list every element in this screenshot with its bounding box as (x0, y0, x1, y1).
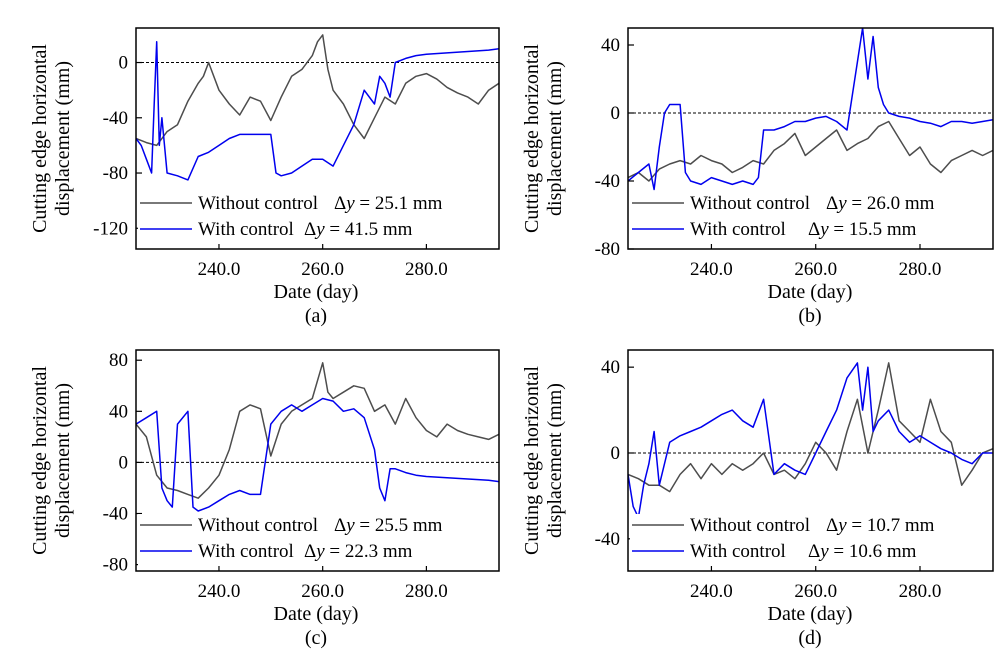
chart-panel-a: 240.0 260.0 280.0 -120 -80 -40 0 Date (day)(a) C… (29, 27, 500, 327)
chart-panel-d: 240.0 260.0 280.0 -40 0 40 Date (day)(d) Cuttin… (521, 349, 994, 649)
y-tick-label: -120 (93, 218, 128, 239)
legend-label: With control (690, 219, 786, 240)
y-axis-label-line2: displacement (mm) (52, 383, 74, 538)
y-tick-label: 0 (611, 443, 621, 464)
x-axis-label: Date (day) (768, 603, 853, 625)
y-tick-label: -40 (103, 108, 128, 129)
y-tick-label: -40 (103, 504, 128, 525)
y-tick-label: 0 (119, 53, 129, 74)
x-tick-label: 240.0 (690, 581, 733, 602)
legend-label: With control (198, 541, 294, 562)
delta-label: Δy = 41.5 mm (304, 219, 413, 240)
series-without-control-line (136, 362, 499, 499)
y-tick-label: 40 (601, 35, 620, 56)
y-axis-label-line1: Cutting edge horizontal (29, 366, 51, 555)
series-without-control-line (628, 120, 993, 182)
y-axis-label-line2: displacement (mm) (52, 61, 74, 216)
y-tick-label: -40 (595, 529, 620, 550)
delta-label: Δy = 10.6 mm (808, 541, 917, 562)
series-with-control-line (628, 362, 993, 519)
x-axis-label: Date (day) (274, 281, 359, 303)
delta-label: Δy = 25.5 mm (334, 515, 443, 536)
y-tick-label: 0 (611, 103, 621, 124)
legend-label: Without control (690, 193, 810, 214)
y-tick-label: 40 (601, 357, 620, 378)
x-tick-label: 240.0 (198, 259, 241, 280)
series-with-control-line (136, 397, 499, 512)
panel-label: (c) (305, 627, 327, 649)
delta-label: Δy = 22.3 mm (304, 541, 413, 562)
series-with-control-line (136, 41, 499, 181)
x-axis-label: Date (day) (768, 281, 853, 303)
legend-label: Without control (198, 193, 318, 214)
plot-frame (135, 349, 500, 572)
x-tick-label: 280.0 (405, 581, 448, 602)
legend-background (630, 192, 960, 244)
x-tick-label: 280.0 (899, 259, 942, 280)
y-axis-label-line1: Cutting edge horizontal (521, 44, 543, 233)
panel-label: (d) (798, 627, 821, 649)
y-tick-label: 40 (109, 401, 128, 422)
x-tick-label: 240.0 (198, 581, 241, 602)
y-axis-label-line2: displacement (mm) (544, 61, 566, 216)
legend-label: Without control (690, 515, 810, 536)
legend-background (138, 514, 468, 566)
y-tick-label: 0 (119, 452, 129, 473)
plot-frame (135, 27, 500, 250)
delta-label: Δy = 10.7 mm (826, 515, 935, 536)
y-tick-label: -80 (103, 163, 128, 184)
legend-label: With control (198, 219, 294, 240)
x-tick-label: 280.0 (405, 259, 448, 280)
panel-label: (a) (305, 305, 327, 327)
series-with-control-line (628, 28, 993, 191)
legend-label: With control (690, 541, 786, 562)
x-tick-label: 280.0 (899, 581, 942, 602)
y-axis-label-line1: Cutting edge horizontal (521, 366, 543, 555)
y-tick-label: 80 (109, 350, 128, 371)
plot-frame (627, 27, 994, 250)
chart-panel-c: 240.0 260.0 280.0 -80 -40 0 40 80 Date (day)(c) C… (29, 349, 500, 649)
chart-panel-b: 240.0 260.0 280.0 -80 -40 0 40 Date (day)(b) Cut… (521, 27, 994, 327)
x-tick-label: 260.0 (301, 259, 344, 280)
series-without-control-line (136, 34, 499, 147)
x-tick-label: 260.0 (301, 581, 344, 602)
y-tick-label: -40 (595, 171, 620, 192)
y-axis-label-line1: Cutting edge horizontal (29, 44, 51, 233)
delta-label: Δy = 15.5 mm (808, 219, 917, 240)
delta-label: Δy = 25.1 mm (334, 193, 443, 214)
panel-label: (b) (798, 305, 821, 327)
x-axis-label: Date (day) (274, 603, 359, 625)
series-without-control-line (628, 362, 993, 493)
legend-background (138, 192, 468, 244)
x-tick-label: 260.0 (794, 581, 837, 602)
delta-label: Δy = 26.0 mm (826, 193, 935, 214)
x-tick-label: 240.0 (690, 259, 733, 280)
legend-label: Without control (198, 515, 318, 536)
plot-frame (627, 349, 994, 572)
y-axis-label-line2: displacement (mm) (544, 383, 566, 538)
x-tick-label: 260.0 (794, 259, 837, 280)
y-tick-label: -80 (595, 239, 620, 260)
y-tick-label: -80 (103, 555, 128, 576)
legend-background (630, 514, 960, 566)
